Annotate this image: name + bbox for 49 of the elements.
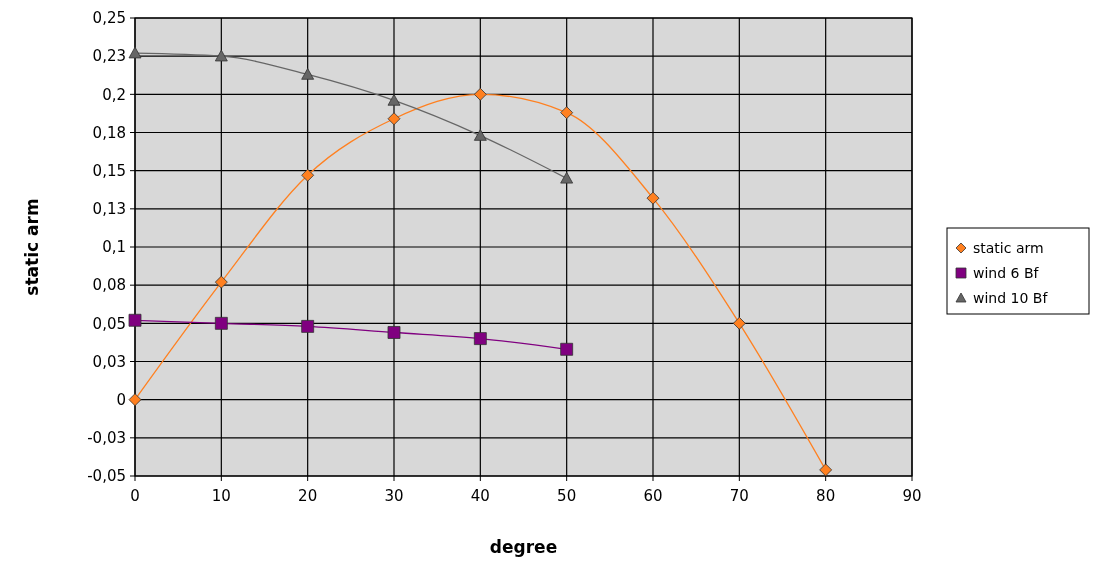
- y-tick-label: 0,2: [102, 85, 126, 104]
- point: [387, 112, 401, 126]
- point: [473, 129, 487, 141]
- x-tick-label: 0: [130, 487, 140, 505]
- x-tick-label: 10: [211, 487, 231, 505]
- point: [560, 171, 574, 184]
- y-tick-label: 0,15: [92, 161, 126, 180]
- x-tick-label: 70: [729, 487, 749, 505]
- y-tick-label: 0,18: [92, 123, 126, 142]
- point: [560, 342, 574, 356]
- point: [732, 316, 746, 330]
- x-tick-label: 40: [470, 487, 490, 505]
- y-tick-label: 0,25: [92, 9, 126, 28]
- legend-label: static arm: [973, 239, 1044, 256]
- y-tick-label: 0,13: [92, 200, 126, 219]
- y-tick-label: -0,05: [87, 467, 126, 486]
- x-tick-label: 80: [816, 487, 836, 505]
- point: [301, 68, 315, 80]
- legend-label: wind 10 Bf: [973, 289, 1049, 306]
- y-tick-label: 0: [116, 390, 126, 409]
- y-tick-label: 0,1: [102, 238, 126, 257]
- y-tick-label: 0,05: [92, 314, 126, 333]
- x-tick-label: 60: [643, 487, 663, 505]
- point: [128, 313, 142, 327]
- point: [214, 316, 228, 330]
- x-axis-title: degree: [489, 537, 558, 557]
- y-axis-title: static arm: [22, 198, 42, 296]
- point: [473, 332, 487, 345]
- x-tick-label: 50: [557, 487, 577, 505]
- point: [387, 94, 401, 106]
- y-tick-label: 0,08: [92, 276, 126, 295]
- point: [387, 326, 401, 339]
- x-tick-label: 30: [384, 487, 404, 505]
- point: [214, 275, 228, 289]
- point: [128, 393, 142, 407]
- point: [819, 463, 833, 477]
- point: [560, 106, 574, 120]
- point: [646, 191, 660, 205]
- point: [214, 49, 228, 62]
- y-tick-label: 0,03: [92, 352, 126, 371]
- x-tick-label: 20: [298, 487, 318, 505]
- y-tick-label: -0,03: [87, 429, 126, 448]
- y-tick-label: 0,23: [92, 47, 126, 66]
- point: [301, 319, 315, 333]
- legend-label: wind 6 Bf: [973, 264, 1040, 281]
- x-tick-label: 90: [902, 487, 922, 505]
- point: [301, 168, 315, 182]
- point: [473, 87, 487, 101]
- point: [128, 46, 142, 59]
